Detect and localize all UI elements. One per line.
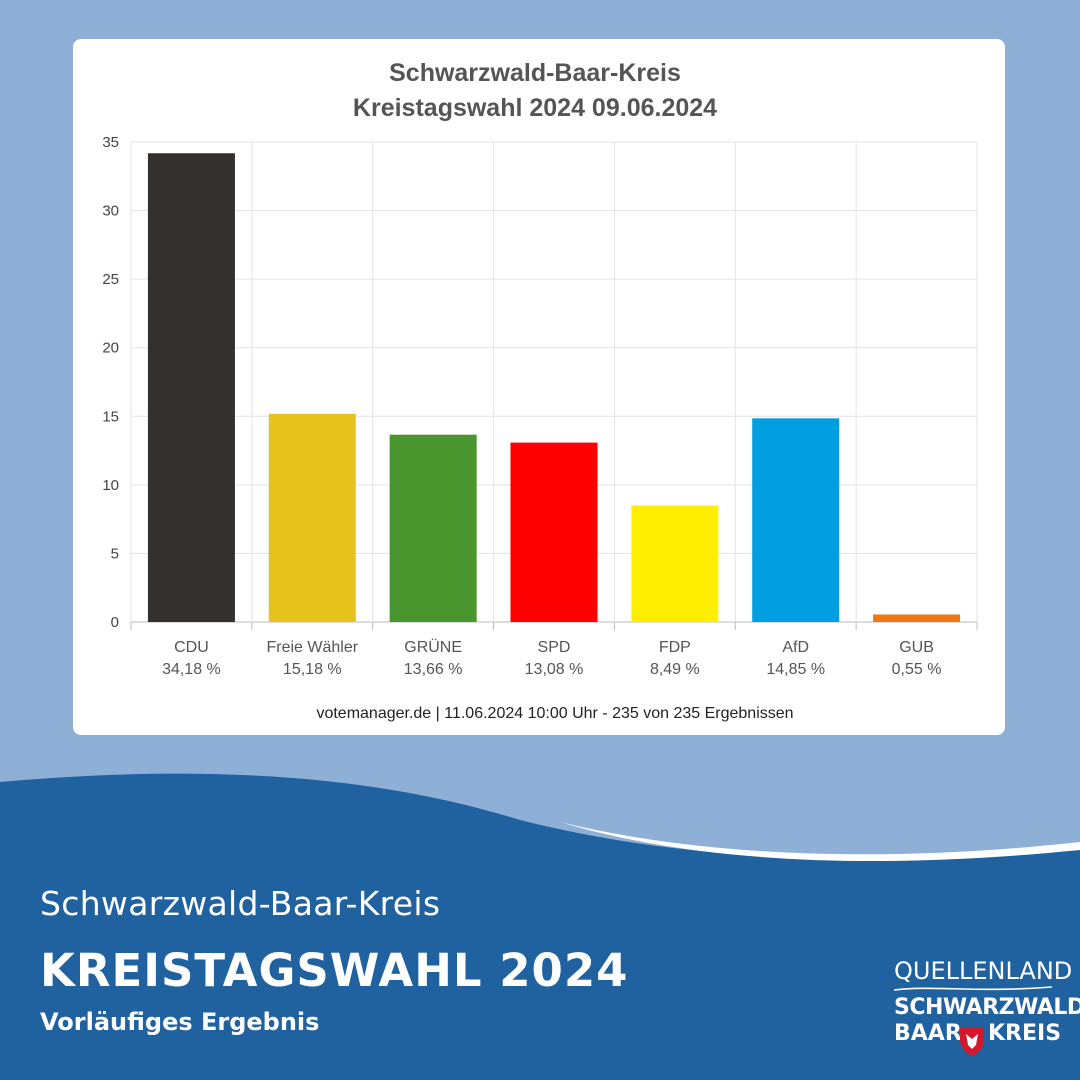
x-tick-label: GRÜNE — [404, 638, 462, 656]
chart-subtitle: Kreistagswahl 2024 09.06.2024 — [353, 94, 717, 122]
logo-schwarzwald: SCHWARZWALD — [894, 995, 1080, 1020]
footer-note: Vorläufiges Ergebnis — [40, 1008, 320, 1036]
y-tick-label: 35 — [102, 134, 119, 151]
logo-baar: BAAR — [894, 1021, 962, 1046]
bar-cdu — [147, 153, 235, 622]
bar-grüne — [389, 434, 477, 622]
y-tick-label: 0 — [111, 614, 119, 631]
x-tick-label: CDU — [174, 639, 209, 656]
wave-highlight — [560, 822, 1080, 862]
y-tick-label: 15 — [102, 408, 119, 425]
bar-gub — [873, 614, 961, 622]
data-label: 15,18 % — [283, 661, 342, 678]
y-tick-label: 20 — [102, 340, 119, 357]
x-tick-label: Freie Wähler — [266, 639, 358, 656]
chart-source: votemanager.de | 11.06.2024 10:00 Uhr - … — [316, 705, 793, 722]
bar-freie-wähler — [268, 413, 356, 622]
footer-headline: KREISTAGSWAHL 2024 — [40, 944, 629, 997]
logo-quellenland: QUELLENLAND — [894, 957, 1073, 985]
bar-fdp — [631, 505, 719, 622]
chart-title: Schwarzwald-Baar-Kreis — [389, 59, 681, 87]
y-tick-label: 10 — [102, 477, 119, 494]
x-tick-label: FDP — [659, 639, 691, 656]
x-tick-label: SPD — [538, 639, 571, 656]
y-tick-label: 30 — [102, 203, 119, 220]
footer-district: Schwarzwald-Baar-Kreis — [40, 884, 441, 923]
data-label: 14,85 % — [766, 661, 825, 678]
data-label: 34,18 % — [162, 661, 221, 678]
coat-of-arms-icon — [960, 1027, 984, 1056]
bar-afd — [752, 418, 840, 622]
logo-wave-icon — [894, 986, 1052, 991]
y-tick-label: 5 — [111, 545, 119, 562]
x-tick-label: GUB — [899, 639, 934, 656]
data-label: 0,55 % — [892, 661, 942, 678]
y-tick-label: 25 — [102, 271, 119, 288]
data-label: 13,08 % — [525, 661, 584, 678]
x-tick-label: AfD — [782, 639, 809, 656]
footer-wave — [0, 773, 1080, 1080]
data-label: 8,49 % — [650, 661, 700, 678]
bar-chart: Schwarzwald-Baar-Kreis Kreistagswahl 202… — [102, 59, 978, 722]
quellenland-logo: QUELLENLAND SCHWARZWALD BAAR KREIS — [890, 955, 1080, 1065]
bar-spd — [510, 442, 598, 622]
logo-kreis: KREIS — [988, 1021, 1062, 1046]
chart-card: Schwarzwald-Baar-Kreis Kreistagswahl 202… — [73, 39, 1005, 735]
footer-background — [0, 773, 1080, 1080]
data-label: 13,66 % — [404, 661, 463, 678]
